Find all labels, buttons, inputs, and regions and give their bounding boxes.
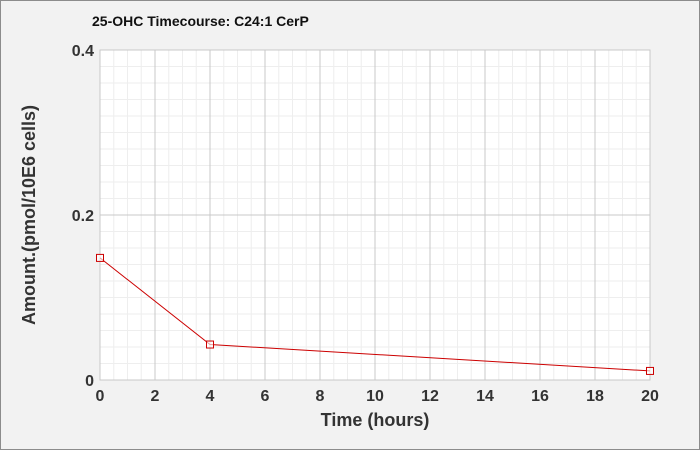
y-tick-label: 0.2 [72,208,94,225]
x-axis-label: Time (hours) [321,410,430,430]
x-tick-label: 0 [96,388,105,405]
y-axis-label: Amount.(pmol/10E6 cells) [19,105,39,325]
x-axis-ticks: 0 2 4 6 8 10 12 14 16 18 20 [96,388,659,405]
x-tick-label: 10 [366,388,384,405]
x-tick-label: 18 [586,388,604,405]
x-tick-label: 8 [316,388,325,405]
data-point [646,366,654,375]
x-tick-label: 12 [421,388,439,405]
series-layer [96,253,654,375]
x-tick-label: 6 [261,388,270,405]
major-grid [99,49,651,381]
x-tick-label: 4 [206,388,215,405]
y-axis-ticks: 0 0.2 0.4 [72,43,94,390]
data-point [96,253,104,262]
x-tick-label: 16 [531,388,549,405]
x-tick-label: 2 [151,388,160,405]
data-point [206,340,214,349]
x-tick-label: 20 [641,388,659,405]
chart-title: 25-OHC Timecourse: C24:1 CerP [92,13,309,29]
x-tick-label: 14 [476,388,494,405]
plot-border [99,49,651,381]
y-tick-label: 0.4 [72,43,94,60]
y-tick-label: 0 [85,373,94,390]
